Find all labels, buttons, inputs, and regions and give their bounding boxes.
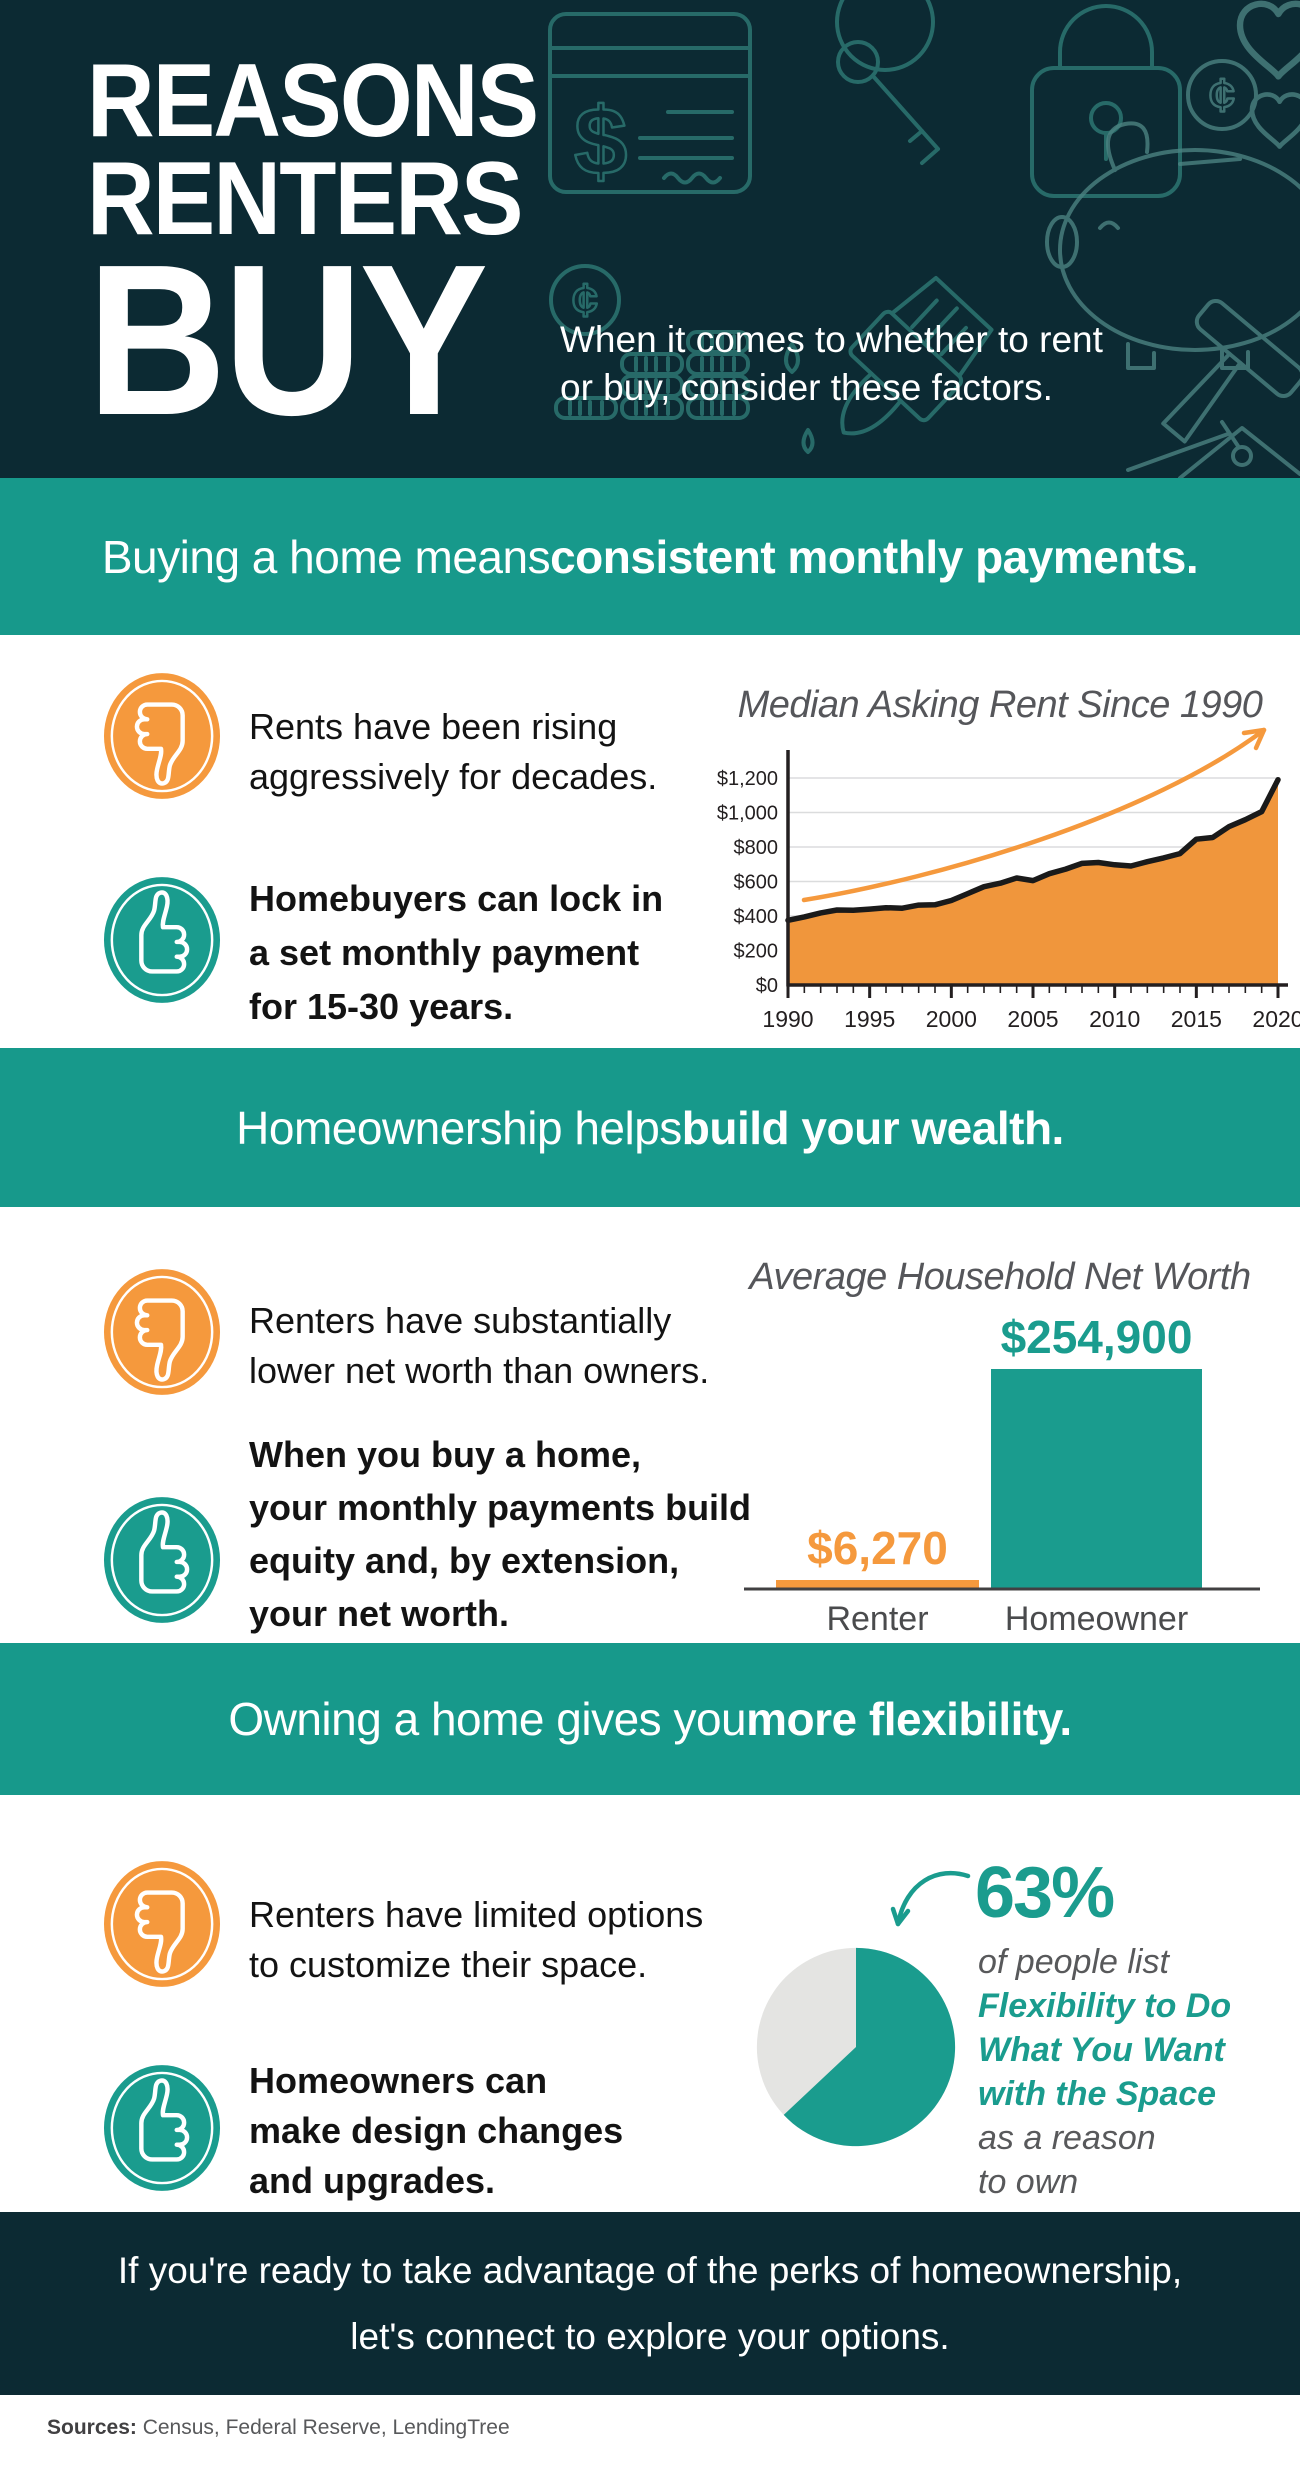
header: $ — [0, 0, 1300, 478]
title-line: BUY — [87, 219, 488, 460]
nail-icon — [1126, 420, 1240, 472]
banner-consistent-payments: Buying a home means consistent monthly p… — [0, 478, 1300, 635]
svg-text:$254,900: $254,900 — [1001, 1311, 1193, 1363]
svg-text:$200: $200 — [734, 941, 779, 963]
net-worth-bar-chart: $6,270 Renter $254,900 Homeowner — [744, 1311, 1260, 1638]
svg-text:$1,200: $1,200 — [717, 768, 778, 790]
svg-text:¢: ¢ — [572, 274, 598, 326]
svg-text:1990: 1990 — [762, 1006, 813, 1032]
con-text-limited-options: Renters have limited options to customiz… — [249, 1894, 704, 1985]
svg-text:2015: 2015 — [1171, 1006, 1222, 1032]
net-worth-chart-title: Average Household Net Worth — [749, 1256, 1251, 1298]
banner-text-bold: consistent monthly payments. — [550, 530, 1199, 583]
flexibility-pie-chart — [756, 1947, 956, 2147]
con-text-lower-net-worth: Renters have substantially lower net wor… — [249, 1300, 710, 1391]
check-icon: $ — [548, 12, 752, 196]
banner-text: Buying a home means — [101, 530, 551, 583]
rent-area-chart: $0 $200 $400 $600 $800 $1,000 $1,200 1990 1995 20… — [717, 727, 1300, 1032]
thumbs-down-icon — [103, 1861, 221, 1987]
pro-text-lock-payment: Homebuyers can lock in a set monthly pay… — [249, 878, 664, 1027]
heart-icon — [1236, 0, 1300, 80]
pro-text-design-changes: Homeowners can make design changes and u… — [249, 2060, 624, 2201]
cta-banner: If you're ready to take advantage of the… — [0, 2212, 1300, 2395]
paintbrush-icon — [840, 275, 994, 436]
keys-icon — [835, 0, 940, 165]
sources-text: Census, Federal Reserve, LendingTree — [136, 2416, 510, 2439]
svg-text:2000: 2000 — [926, 1006, 977, 1032]
title-line: RENTERS — [87, 141, 523, 257]
svg-text:Renter: Renter — [826, 1600, 928, 1638]
svg-text:$6,270: $6,270 — [807, 1522, 948, 1574]
banner-build-wealth: Homeownership helps build your wealth. — [0, 1048, 1300, 1207]
piggy-bank-icon — [1045, 121, 1300, 370]
svg-text:$800: $800 — [734, 837, 779, 859]
svg-text:1995: 1995 — [844, 1006, 895, 1032]
svg-text:2020: 2020 — [1252, 1006, 1300, 1032]
svg-text:Homeowner: Homeowner — [1005, 1600, 1188, 1638]
svg-text:$600: $600 — [734, 872, 779, 894]
banner-more-flexibility: Owning a home gives you more flexibility… — [0, 1643, 1300, 1795]
con-text-rents-rising: Rents have been rising aggressively for … — [249, 706, 658, 797]
thumbs-down-icon — [103, 673, 221, 799]
banner-text-bold: build your wealth. — [681, 1101, 1065, 1154]
svg-text:$: $ — [574, 88, 627, 195]
pie-annotation-tail: as a reason to own — [978, 2119, 1156, 2201]
pie-arrow-icon — [890, 1870, 971, 1927]
svg-text:$0: $0 — [756, 975, 778, 997]
sources-label: Sources: — [47, 2416, 137, 2439]
paint-drip-icon — [784, 342, 800, 374]
svg-text:¢: ¢ — [1209, 69, 1235, 121]
sources-line: Sources: Census, Federal Reserve, Lendin… — [47, 2416, 510, 2440]
cta-message: If you're ready to take advantage of the… — [117, 2249, 1183, 2357]
rent-chart-title: Median Asking Rent Since 1990 — [737, 684, 1263, 726]
pie-annotation-lead: of people list — [978, 1943, 1169, 1981]
heart-icon — [1249, 92, 1300, 149]
header-decorative-icons: $ — [548, 0, 1300, 478]
banner-text-bold: more flexibility. — [746, 1693, 1072, 1745]
pie-annotation-emphasis: Flexibility to Do What You Want with the… — [978, 1987, 1232, 2113]
pro-text-build-equity: When you buy a home, your monthly paymen… — [249, 1434, 752, 1634]
cent-coin-icon: ¢ — [1186, 59, 1258, 131]
page-title: REASONS RENTERS BUY — [87, 43, 539, 460]
pie-annotation: of people list Flexibility to Do What Yo… — [978, 1940, 1288, 2204]
thumbs-up-icon — [103, 1497, 221, 1623]
thumbs-up-icon — [103, 2065, 221, 2191]
house-calendar-icon — [1178, 426, 1300, 478]
svg-text:2005: 2005 — [1007, 1006, 1058, 1032]
hammer-icon — [1161, 299, 1300, 444]
padlock-icon — [1030, 4, 1182, 198]
banner-text: Homeownership helps — [236, 1101, 682, 1154]
page-subtitle: When it comes to whether to rent or buy,… — [560, 319, 1103, 408]
title-line: REASONS — [87, 43, 539, 159]
svg-text:$400: $400 — [734, 906, 779, 928]
thumbs-down-icon — [103, 1269, 221, 1395]
svg-text:2010: 2010 — [1089, 1006, 1140, 1032]
svg-text:$1,000: $1,000 — [717, 803, 778, 825]
thumbs-up-icon — [103, 877, 221, 1003]
cent-coin-icon: ¢ — [549, 264, 621, 336]
paint-drip-icon — [801, 428, 815, 454]
banner-text: Owning a home gives you — [228, 1693, 747, 1745]
pie-percent-value: 63% — [975, 1853, 1115, 1933]
